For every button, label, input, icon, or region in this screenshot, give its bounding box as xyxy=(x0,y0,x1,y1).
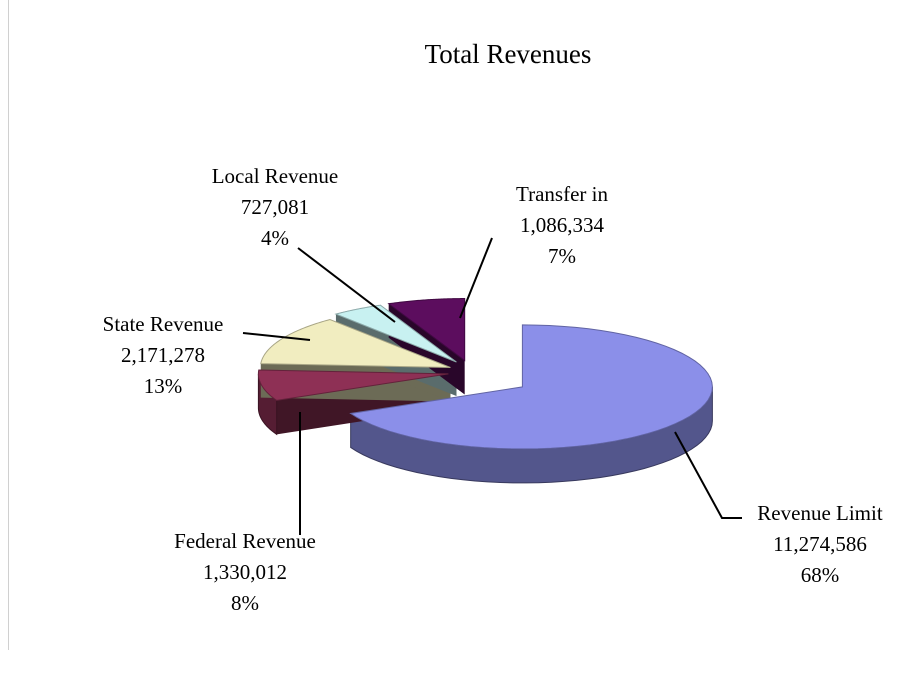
chart-title: Total Revenues xyxy=(425,39,592,69)
percent-label: 13% xyxy=(144,374,183,398)
slice xyxy=(257,369,449,401)
percent-label: 4% xyxy=(261,226,289,250)
percent-label: 8% xyxy=(231,591,259,615)
percent-label: 68% xyxy=(801,563,840,587)
slice-label: Revenue Limit xyxy=(757,501,883,525)
value-label: 1,086,334 xyxy=(520,213,605,237)
slice xyxy=(260,319,451,368)
value-label: 11,274,586 xyxy=(773,532,867,556)
value-label: 1,330,012 xyxy=(203,560,287,584)
leader-line xyxy=(297,247,396,323)
value-label: 727,081 xyxy=(241,195,309,219)
slice-label: Federal Revenue xyxy=(174,529,316,553)
slice xyxy=(349,324,713,450)
slice-label: Local Revenue xyxy=(212,164,339,188)
value-label: 2,171,278 xyxy=(121,343,205,367)
slice-label: Transfer in xyxy=(516,182,608,206)
slice xyxy=(387,298,466,362)
slice-label: State Revenue xyxy=(103,312,224,336)
leader-line xyxy=(459,237,493,319)
percent-label: 7% xyxy=(548,244,576,268)
leader-line xyxy=(242,332,311,341)
leader-line xyxy=(674,431,742,519)
